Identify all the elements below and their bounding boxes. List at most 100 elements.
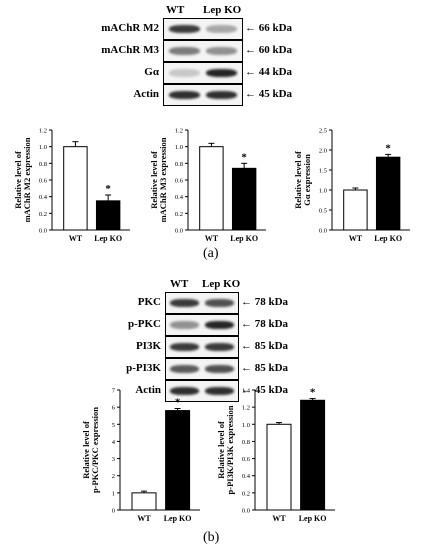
blot-band-wt — [168, 47, 200, 56]
category-label: WT — [137, 514, 151, 523]
y-tick-label: 1.0 — [319, 188, 327, 195]
y-tick-label: 0.4 — [175, 194, 184, 201]
y-tick-label: 0.0 — [175, 228, 183, 235]
bar-lepko — [375, 156, 401, 231]
y-tick-label: 7 — [112, 388, 116, 395]
y-tick-label: 1.2 — [242, 405, 250, 412]
bar-lepko — [95, 200, 121, 231]
blot-band-ko — [206, 47, 238, 56]
y-tick-label: 0.6 — [175, 178, 184, 185]
category-label: Lep KO — [374, 234, 402, 243]
bar-wt — [199, 146, 224, 231]
blot-band-ko — [204, 387, 234, 396]
blot-band-wt — [170, 387, 200, 396]
blot-protein-label: PI3K — [135, 339, 161, 352]
significance-star: * — [105, 183, 111, 195]
panel-a-charts: 0.0 0.2 0.4 0.6 0.8 1.0 1.2 Relative level ofmA… — [13, 128, 410, 243]
blot-band-wt — [170, 343, 200, 352]
blot-band-ko — [206, 91, 238, 100]
blot-strip — [163, 84, 243, 106]
bar-wt — [63, 146, 88, 231]
bar-lepko — [231, 167, 257, 231]
y-tick-label: 0.5 — [319, 208, 327, 215]
y-tick-label: 3 — [112, 456, 115, 463]
blot-strip — [165, 336, 239, 358]
blot-kda-label: ← 66 kDa — [245, 21, 293, 34]
y-tick-label: 2.0 — [319, 148, 327, 155]
category-label: Lep KO — [164, 514, 192, 523]
y-tick-label: 6 — [112, 405, 116, 412]
blot-band-ko — [206, 25, 238, 34]
panel-label-b: (b) — [203, 530, 220, 545]
y-axis-label: Relative level ofGα expression — [293, 151, 312, 209]
lane-label-lepko-b: Lep KO — [202, 278, 241, 290]
blot-band-ko — [204, 321, 234, 330]
bar-wt — [343, 189, 368, 231]
bar-lepko — [165, 410, 191, 511]
blot-band-wt — [168, 25, 200, 34]
significance-star: * — [385, 142, 391, 154]
y-tick-label: 0 — [112, 508, 115, 515]
y-tick-label: 0.6 — [242, 456, 251, 463]
panel-b-charts: 0 1 2 3 4 5 6 7 Relative level ofp-PKC/PKC expre… — [81, 387, 335, 523]
blot-band-ko — [204, 365, 234, 374]
blot-strip — [165, 292, 239, 314]
blot-strip — [165, 314, 239, 336]
y-tick-label: 0.2 — [39, 211, 47, 218]
bar-wt — [266, 423, 292, 511]
y-tick-label: 0.8 — [39, 161, 47, 168]
blot-protein-label: p-PI3K — [126, 361, 161, 374]
y-tick-label: 0.8 — [175, 161, 183, 168]
blot-band-wt — [168, 69, 200, 78]
y-tick-label: 1.5 — [319, 168, 327, 175]
blot-band-ko — [204, 299, 234, 308]
blot-kda-label: ← 85 kDa — [241, 339, 289, 352]
blot-band-ko — [204, 343, 234, 352]
y-tick-label: 1.4 — [242, 388, 251, 395]
category-label: Lep KO — [94, 234, 122, 243]
blot-kda-label: ← 78 kDa — [241, 317, 289, 330]
blot-band-wt — [170, 299, 200, 308]
y-tick-label: 1.0 — [175, 144, 183, 151]
y-tick-label: 0.6 — [39, 178, 48, 185]
chart-mAChR-M3: 0.0 0.2 0.4 0.6 0.8 1.0 1.2 Relative level ofmA… — [149, 128, 266, 243]
y-tick-label: 0.2 — [175, 211, 183, 218]
y-axis-label: Relative level ofp-PI3K/PI3K expression — [216, 405, 235, 494]
bar-wt — [131, 492, 157, 511]
blot-strip — [165, 358, 239, 380]
y-tick-label: 0.4 — [242, 473, 251, 480]
blot-protein-label: PKC — [137, 295, 161, 308]
category-label: Lep KO — [230, 234, 258, 243]
blot-kda-label: ← 44 kDa — [245, 65, 293, 78]
blot-strip — [163, 18, 243, 40]
bar-lepko — [300, 399, 326, 511]
blot-protein-label: p-PKC — [128, 317, 161, 330]
category-label: WT — [69, 234, 83, 243]
y-tick-label: 0.2 — [242, 490, 250, 497]
panel-label-a: (a) — [203, 246, 219, 261]
y-tick-label: 0.0 — [39, 228, 47, 235]
y-tick-label: 2 — [112, 473, 115, 480]
blot-protein-label: Gα — [144, 65, 159, 78]
blot-protein-label: mAChR M2 — [101, 21, 159, 34]
blot-kda-label: ← 78 kDa — [241, 295, 289, 308]
y-tick-label: 0.0 — [242, 508, 250, 515]
category-label: WT — [272, 514, 286, 523]
blot-kda-label: ← 60 kDa — [245, 43, 293, 56]
y-tick-label: 5 — [112, 422, 115, 429]
y-tick-label: 0.8 — [242, 439, 250, 446]
chart-p-pi3k: 0.0 0.2 0.4 0.6 0.8 1.0 1.2 1.4 Relative level o… — [216, 387, 335, 523]
blot-kda-label: ← 85 kDa — [241, 361, 289, 374]
y-tick-label: 1.2 — [39, 128, 47, 135]
lane-label-wt-b: WT — [170, 278, 189, 290]
significance-star: * — [175, 397, 181, 409]
chart-p-pkc: 0 1 2 3 4 5 6 7 Relative level ofp-PKC/PKC expre… — [81, 388, 200, 523]
y-tick-label: 1.2 — [175, 128, 183, 135]
chart-g-alpha: 0.0 0.5 1.0 1.5 2.0 2.5 Relative level ofGα ex… — [293, 128, 410, 243]
blot-kda-label: ← 45 kDa — [245, 87, 293, 100]
lane-label-lepko: Lep KO — [203, 4, 242, 16]
y-axis-label: Relative level ofmAChR M2 expression — [13, 137, 32, 222]
y-tick-label: 2.5 — [319, 128, 327, 135]
y-tick-label: 0.0 — [319, 228, 327, 235]
significance-star: * — [310, 387, 316, 399]
